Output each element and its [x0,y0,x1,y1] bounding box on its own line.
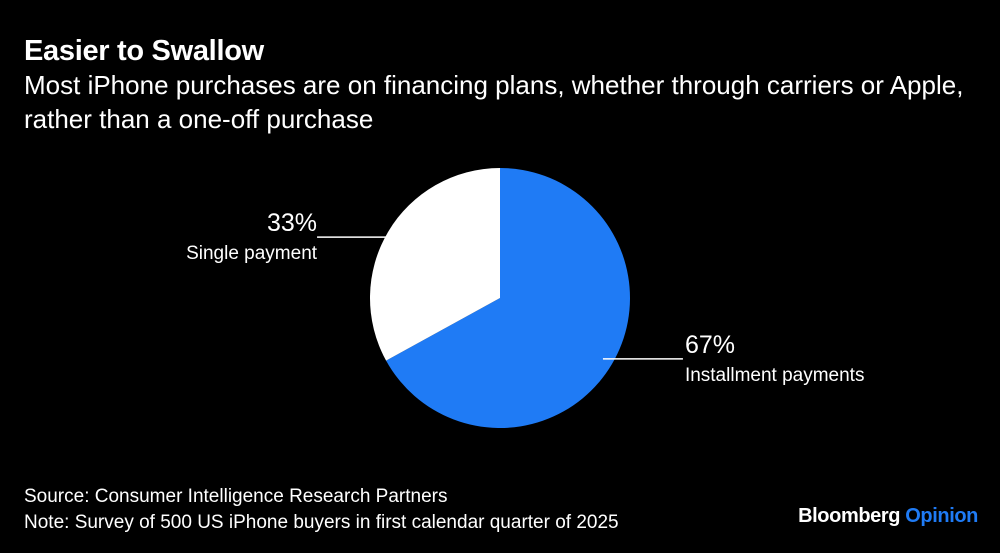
brand-name: Bloomberg [798,505,901,527]
chart-subtitle: Most iPhone purchases are on financing p… [24,70,964,134]
chart-title: Easier to Swallow [24,35,264,67]
pie-slice-installment-payments [386,168,630,428]
chart-footer: Source: Consumer Intelligence Research P… [24,484,619,536]
source-note: Source: Consumer Intelligence Research P… [24,486,448,507]
slice-label-single-payment: Single payment [186,243,318,264]
survey-note: Note: Survey of 500 US iPhone buyers in … [24,512,619,533]
pie-slice-single-payment [370,168,500,361]
data-label-single-payment: 33% [267,209,317,237]
slice-label-installment-payments: Installment payments [685,365,865,386]
brand-logo: Bloomberg Opinion [798,505,978,528]
brand-section: Opinion [905,505,978,527]
data-label-installment-payments: 67% [685,331,735,359]
